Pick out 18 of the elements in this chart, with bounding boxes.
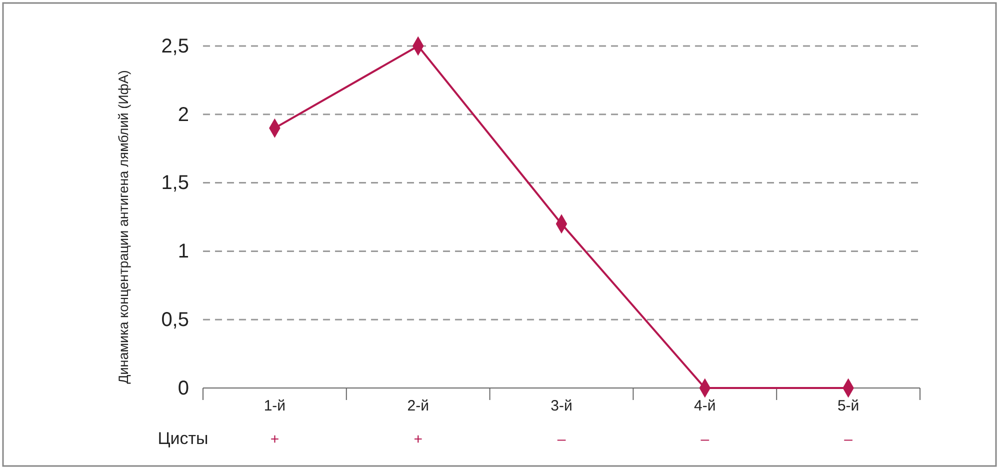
text: +	[270, 431, 280, 448]
y-tick-label: 2	[178, 104, 189, 126]
y-tick-label: 2,5	[161, 35, 189, 58]
text: –	[557, 431, 566, 448]
y-axis-title: Динамика концентрации антигена лямблий (ИфА)	[116, 70, 131, 384]
y-tick-label: 1,5	[161, 172, 189, 194]
x-tick-label: 1-й	[264, 398, 286, 415]
y-tick-label: 0,5	[161, 309, 189, 331]
x-tick-label: 3-й	[550, 398, 572, 415]
x-tick-label: 4-й	[694, 398, 716, 415]
x-tick-label: 2-й	[407, 398, 429, 415]
text: Цисты	[158, 429, 208, 448]
y-tick-label: 1	[178, 240, 189, 263]
text: +	[414, 431, 423, 448]
text: –	[844, 431, 854, 448]
x-tick-label: 5-й	[837, 398, 860, 415]
text: –	[700, 431, 710, 448]
y-tick-label: 0	[178, 377, 189, 400]
